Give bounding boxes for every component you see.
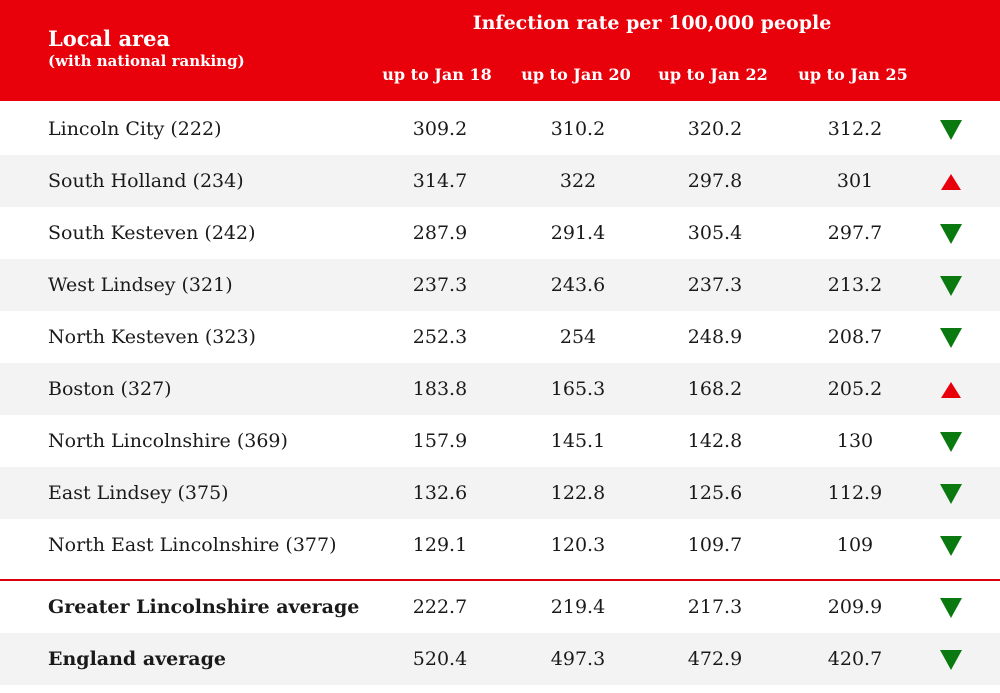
rate-value: 142.8 — [687, 430, 743, 452]
column-header-jan-25: up to Jan 25 — [798, 65, 908, 84]
averages-divider — [0, 579, 1000, 581]
rate-value: 320.2 — [687, 118, 743, 140]
rate-value: 132.6 — [412, 482, 468, 504]
average-row: Greater Lincolnshire average 222.7 219.4 21… — [0, 581, 1000, 633]
table-row: North Lincolnshire (369) 157.9 145.1 142.8 1… — [0, 415, 1000, 467]
table-row: North Kesteven (323) 252.3 254 248.9 208.7 — [0, 311, 1000, 363]
area-name: South Holland (234) — [48, 170, 244, 192]
infection-rate-group-header: Infection rate per 100,000 people — [472, 12, 832, 34]
rate-value: 109 — [836, 534, 874, 556]
column-header-jan-22: up to Jan 22 — [658, 65, 768, 84]
rate-value: 252.3 — [412, 326, 468, 348]
rate-value: 130 — [836, 430, 874, 452]
rate-value: 314.7 — [412, 170, 468, 192]
rate-value: 125.6 — [687, 482, 743, 504]
rate-value: 112.9 — [827, 482, 883, 504]
column-header-jan-20: up to Jan 20 — [521, 65, 631, 84]
rate-value: 217.3 — [687, 596, 743, 618]
rate-value: 309.2 — [412, 118, 468, 140]
rate-value: 254 — [559, 326, 597, 348]
rate-value: 301 — [836, 170, 874, 192]
table-row: South Holland (234) 314.7 322 297.8 301 — [0, 155, 1000, 207]
table-row: South Kesteven (242) 287.9 291.4 305.4 297.7 — [0, 207, 1000, 259]
trend-down-icon — [940, 328, 962, 348]
table-row: North East Lincolnshire (377) 129.1 120.3 1… — [0, 519, 1000, 571]
trend-down-icon — [940, 432, 962, 452]
average-row: England average 520.4 497.3 472.9 420.7 — [0, 633, 1000, 685]
rate-value: 122.8 — [550, 482, 606, 504]
trend-down-icon — [940, 484, 962, 504]
rate-value: 312.2 — [827, 118, 883, 140]
rate-value: 520.4 — [412, 648, 468, 670]
trend-down-icon — [940, 536, 962, 556]
local-area-header: Local area — [48, 26, 171, 51]
table-row: East Lindsey (375) 132.6 122.8 125.6 112.9 — [0, 467, 1000, 519]
rate-value: 237.3 — [687, 274, 743, 296]
rate-value: 322 — [559, 170, 597, 192]
rate-value: 213.2 — [827, 274, 883, 296]
area-name: Lincoln City (222) — [48, 118, 222, 140]
rate-value: 129.1 — [412, 534, 468, 556]
rate-value: 472.9 — [687, 648, 743, 670]
area-name: North East Lincolnshire (377) — [48, 534, 337, 556]
column-header-jan-18: up to Jan 18 — [382, 65, 492, 84]
area-name: England average — [48, 648, 226, 670]
area-name: North Kesteven (323) — [48, 326, 256, 348]
rate-value: 297.7 — [827, 222, 883, 244]
rate-value: 287.9 — [412, 222, 468, 244]
rate-value: 291.4 — [550, 222, 606, 244]
rate-value: 109.7 — [687, 534, 743, 556]
rate-value: 120.3 — [550, 534, 606, 556]
rate-value: 305.4 — [687, 222, 743, 244]
rate-value: 497.3 — [550, 648, 606, 670]
trend-down-icon — [940, 120, 962, 140]
trend-up-icon — [941, 174, 961, 190]
rate-value: 222.7 — [412, 596, 468, 618]
national-ranking-subheader: (with national ranking) — [48, 52, 245, 70]
rate-value: 237.3 — [412, 274, 468, 296]
rate-value: 219.4 — [550, 596, 606, 618]
rate-value: 157.9 — [412, 430, 468, 452]
rate-value: 208.7 — [827, 326, 883, 348]
area-name: South Kesteven (242) — [48, 222, 256, 244]
rate-value: 145.1 — [550, 430, 606, 452]
rate-value: 205.2 — [827, 378, 883, 400]
table-row: Lincoln City (222) 309.2 310.2 320.2 312.2 — [0, 103, 1000, 155]
rate-value: 183.8 — [412, 378, 468, 400]
area-name: East Lindsey (375) — [48, 482, 229, 504]
trend-down-icon — [940, 276, 962, 296]
rate-value: 209.9 — [827, 596, 883, 618]
table-row: Boston (327) 183.8 165.3 168.2 205.2 — [0, 363, 1000, 415]
trend-up-icon — [941, 382, 961, 398]
rate-value: 243.6 — [550, 274, 606, 296]
rate-value: 420.7 — [827, 648, 883, 670]
table-row: West Lindsey (321) 237.3 243.6 237.3 213.2 — [0, 259, 1000, 311]
table-header: Local area (with national ranking) Infec… — [0, 0, 1000, 101]
area-name: West Lindsey (321) — [48, 274, 233, 296]
rate-value: 310.2 — [550, 118, 606, 140]
rate-value: 165.3 — [550, 378, 606, 400]
trend-down-icon — [940, 224, 962, 244]
rate-value: 168.2 — [687, 378, 743, 400]
trend-down-icon — [940, 650, 962, 670]
trend-down-icon — [940, 598, 962, 618]
area-name: Boston (327) — [48, 378, 172, 400]
area-name: North Lincolnshire (369) — [48, 430, 288, 452]
area-name: Greater Lincolnshire average — [48, 596, 360, 618]
rate-value: 297.8 — [687, 170, 743, 192]
rate-value: 248.9 — [687, 326, 743, 348]
